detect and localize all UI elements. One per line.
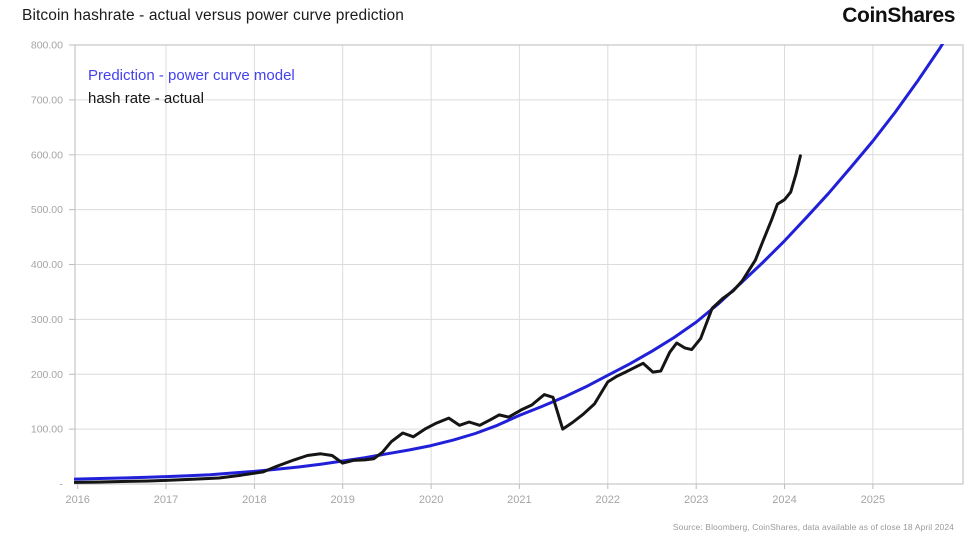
x-axis-label: 2021 xyxy=(507,494,531,506)
x-axis-label: 2018 xyxy=(242,494,266,506)
chart-legend: Prediction - power curve model hash rate… xyxy=(88,64,295,110)
prediction-curve xyxy=(74,44,945,481)
y-axis-label: 400.00 xyxy=(31,259,63,271)
x-axis-label: 2016 xyxy=(65,494,89,506)
x-axis-label: 2024 xyxy=(772,494,796,506)
x-axis-label: 2023 xyxy=(684,494,708,506)
y-axis-label: 500.00 xyxy=(31,204,63,216)
source-note: Source: Bloomberg, CoinShares, data avai… xyxy=(672,522,954,532)
x-axis-label: 2022 xyxy=(596,494,620,506)
y-axis-label: 600.00 xyxy=(31,149,63,161)
x-axis-label: 2019 xyxy=(330,494,354,506)
x-axis-label: 2017 xyxy=(154,494,178,506)
y-axis-label: 800.00 xyxy=(31,40,63,52)
legend-prediction-label: Prediction - power curve model xyxy=(88,67,295,84)
y-axis-label: - xyxy=(60,479,64,491)
x-axis-label: 2025 xyxy=(861,494,885,506)
actual-curve xyxy=(74,154,802,484)
legend-actual-label: hash rate - actual xyxy=(88,90,204,107)
y-axis-label: 200.00 xyxy=(31,369,63,381)
coinshares-logo: CoinShares xyxy=(842,4,955,27)
y-axis-label: 300.00 xyxy=(31,314,63,326)
y-axis-label: 700.00 xyxy=(31,94,63,106)
y-axis-label: 100.00 xyxy=(31,424,63,436)
x-axis-label: 2020 xyxy=(419,494,443,506)
page-title: Bitcoin hashrate - actual versus power c… xyxy=(22,7,404,24)
